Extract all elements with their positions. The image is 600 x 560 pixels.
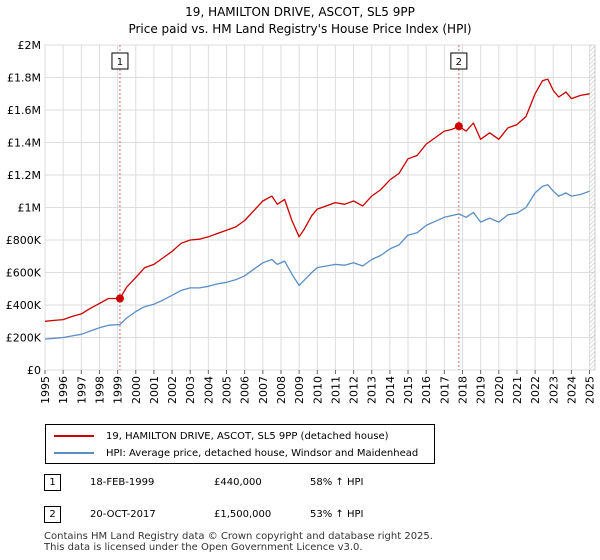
- y-tick-label: £200K: [6, 332, 42, 345]
- sale-point: [116, 295, 124, 303]
- sale-point: [455, 122, 463, 130]
- y-tick-label: £400K: [6, 299, 42, 312]
- x-tick-label: 2015: [402, 376, 415, 404]
- x-tick-label: 2017: [438, 376, 451, 404]
- legend-item-property: 19, HAMILTON DRIVE, ASCOT, SL5 9PP (deta…: [54, 428, 389, 444]
- sale-number-badge: 1: [44, 474, 61, 491]
- sale-number-badge: 2: [44, 506, 61, 523]
- y-tick-label: £1.8M: [7, 72, 41, 85]
- y-tick-label: £800K: [6, 234, 42, 247]
- sale-price: £1,500,000: [214, 509, 271, 520]
- sale-hpi-change: 53% ↑ HPI: [310, 509, 363, 520]
- legend-swatch-property: [54, 435, 94, 437]
- legend-label-property: 19, HAMILTON DRIVE, ASCOT, SL5 9PP (deta…: [106, 431, 389, 442]
- footer-line-copyright: Contains HM Land Registry data © Crown c…: [44, 531, 433, 542]
- x-tick-label: 2011: [329, 376, 342, 404]
- x-tick-label: 2025: [584, 376, 597, 404]
- sale-price: £440,000: [214, 477, 262, 488]
- legend-item-hpi: HPI: Average price, detached house, Wind…: [54, 445, 418, 461]
- y-tick-label: £1.4M: [7, 137, 41, 150]
- x-tick-label: 2020: [493, 376, 506, 404]
- x-tick-label: 2001: [148, 376, 161, 404]
- y-tick-label: £1.2M: [7, 169, 41, 182]
- x-tick-label: 2012: [348, 376, 361, 404]
- sale-hpi-change: 58% ↑ HPI: [310, 477, 363, 488]
- x-tick-label: 2008: [275, 376, 288, 404]
- x-tick-label: 1995: [39, 376, 52, 404]
- x-tick-label: 2010: [311, 376, 324, 404]
- legend: 19, HAMILTON DRIVE, ASCOT, SL5 9PP (deta…: [45, 424, 435, 464]
- price-chart: £0 £200K £400K £600K £800K £1M £1.2M £1.4M £1.6M…: [0, 0, 600, 420]
- x-tick-label: 2022: [529, 376, 542, 404]
- sale-label-number: 2: [456, 57, 462, 68]
- y-tick-label: £0: [27, 364, 41, 377]
- footer-attribution: Contains HM Land Registry data © Crown c…: [44, 531, 433, 553]
- sale-date: 20-OCT-2017: [90, 509, 156, 520]
- forecast-hatch-region: [590, 45, 595, 370]
- y-tick-label: £1.6M: [7, 104, 41, 117]
- x-tick-label: 2004: [202, 376, 215, 404]
- x-tick-label: 2006: [239, 376, 252, 404]
- footer-line-licence: This data is licensed under the Open Gov…: [44, 542, 433, 553]
- x-tick-label: 2021: [511, 376, 524, 404]
- x-tick-label: 2019: [475, 376, 488, 404]
- x-tick-label: 2002: [166, 376, 179, 404]
- x-tick-label: 1996: [57, 376, 70, 404]
- x-tick-label: 2016: [420, 376, 433, 404]
- x-tick-label: 1999: [112, 376, 125, 404]
- y-tick-label: £1M: [18, 202, 42, 215]
- legend-label-hpi: HPI: Average price, detached house, Wind…: [106, 448, 418, 459]
- x-tick-label: 2000: [130, 376, 143, 404]
- y-tick-label: £2M: [18, 39, 42, 52]
- x-tick-label: 1997: [75, 376, 88, 404]
- x-tick-label: 2013: [366, 376, 379, 404]
- x-tick-label: 2005: [221, 376, 234, 404]
- sale-date: 18-FEB-1999: [90, 477, 154, 488]
- x-tick-label: 2014: [384, 376, 397, 404]
- y-tick-label: £600K: [6, 267, 42, 280]
- x-tick-label: 2009: [293, 376, 306, 404]
- legend-swatch-hpi: [54, 452, 94, 454]
- x-tick-label: 2023: [547, 376, 560, 404]
- x-tick-label: 2007: [257, 376, 270, 404]
- x-tick-label: 2003: [184, 376, 197, 404]
- x-tick-label: 1998: [93, 376, 106, 404]
- sale-label-number: 1: [117, 57, 123, 68]
- x-tick-label: 2024: [565, 376, 578, 404]
- x-tick-label: 2018: [456, 376, 469, 404]
